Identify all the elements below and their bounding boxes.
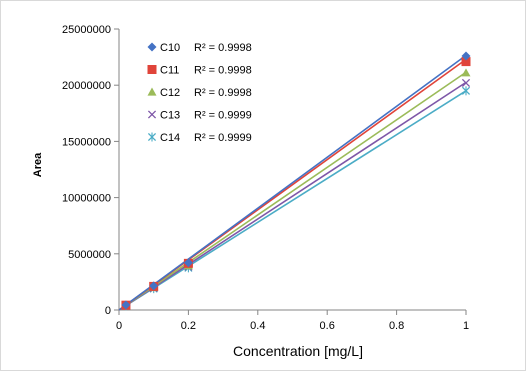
triangle-marker <box>461 68 471 77</box>
trendline-c14 <box>118 90 467 311</box>
x-tick-label: 0.2 <box>181 320 196 332</box>
x-marker-stroke <box>147 110 157 119</box>
trendlines <box>118 54 467 311</box>
axes <box>114 28 467 315</box>
star-marker <box>147 132 157 142</box>
x-tick-label: 0 <box>116 320 122 332</box>
x-tick-label: 0.4 <box>250 320 265 332</box>
star-marker <box>461 86 471 96</box>
square-marker <box>461 57 471 67</box>
legend: C10 R² = 0.9998 C11 R² = 0.9998 C12 R² = 0.99… <box>147 42 252 144</box>
y-tick-label: 20000000 <box>62 80 111 92</box>
trendline-c13 <box>118 81 467 311</box>
diamond-marker <box>461 51 471 61</box>
x-tick-label: 1 <box>463 320 469 332</box>
r-squared-label: R² = 0.9998 <box>194 42 252 54</box>
legend-label: C13 <box>160 110 180 122</box>
diamond-marker <box>147 42 157 52</box>
legend-label: C10 <box>160 42 180 54</box>
trendline-c10 <box>118 54 467 311</box>
legend-label: C11 <box>160 65 179 77</box>
y-tick-label: 10000000 <box>62 193 111 205</box>
y-tick-label: 0 <box>105 305 111 317</box>
r-squared-label: R² = 0.9998 <box>194 65 252 77</box>
y-tick-label: 5000000 <box>68 249 111 261</box>
diamond-marker <box>149 281 159 291</box>
y-tick-label: 25000000 <box>62 24 111 36</box>
trendline-c12 <box>118 71 467 311</box>
diamond-marker <box>121 300 131 310</box>
legend-label: C14 <box>160 132 180 144</box>
legend-label: C12 <box>160 87 180 99</box>
data-markers <box>121 51 471 311</box>
r-squared-label: R² = 0.9999 <box>194 132 252 144</box>
square-marker <box>147 65 157 74</box>
x-marker <box>461 78 471 88</box>
x-marker <box>147 110 157 119</box>
diamond-marker <box>183 258 193 268</box>
x-axis-title: Concentration [mg/L] <box>233 343 363 359</box>
triangle-marker <box>147 87 157 96</box>
r-squared-label: R² = 0.9999 <box>194 110 252 122</box>
r-squared-label: R² = 0.9998 <box>194 87 252 99</box>
y-tick-label: 15000000 <box>62 136 111 148</box>
tick-labels: 0 5000000 10000000 15000000 20000000 25000000… <box>62 24 469 332</box>
x-tick-label: 0.8 <box>389 320 404 332</box>
x-tick-label: 0.6 <box>320 320 335 332</box>
x-marker-stroke <box>461 78 471 88</box>
y-axis-title: Area <box>32 152 44 177</box>
